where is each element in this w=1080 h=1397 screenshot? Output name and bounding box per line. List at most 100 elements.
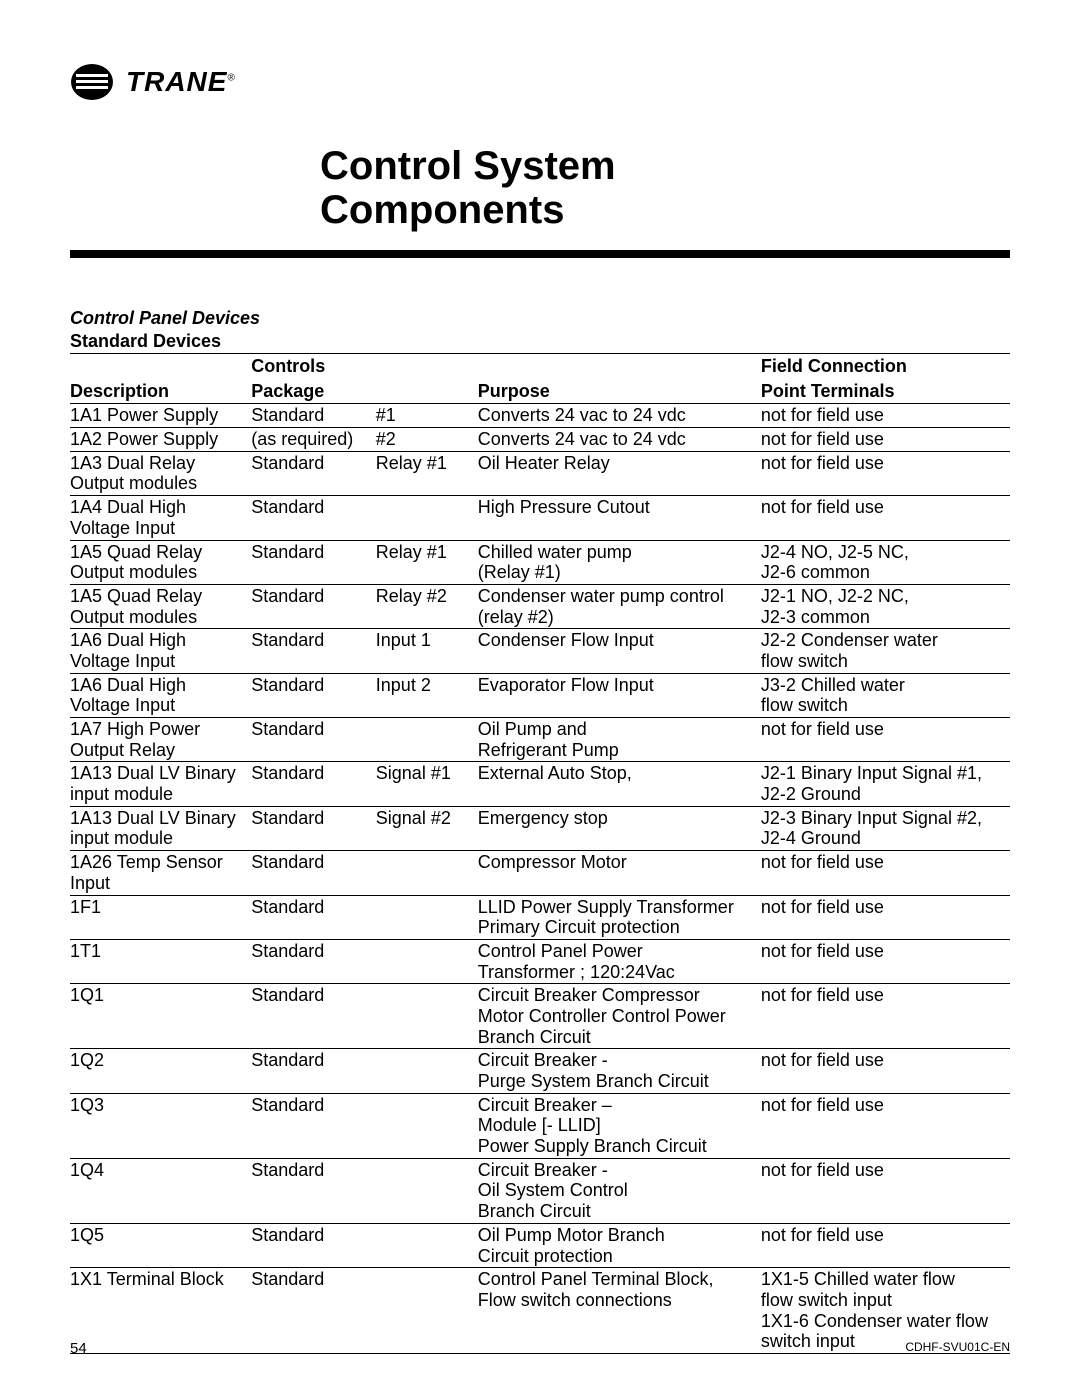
cell-package: Standard bbox=[251, 1049, 376, 1093]
cell-purpose: Condenser Flow Input bbox=[478, 629, 761, 673]
devices-table: Controls Field Connection Description Pa… bbox=[70, 354, 1010, 1354]
th-blank bbox=[70, 354, 251, 379]
th-field-connection: Field Connection bbox=[761, 354, 1010, 379]
cell-package: Standard bbox=[251, 496, 376, 540]
cell-field: not for field use bbox=[761, 718, 1010, 762]
cell-purpose: Condenser water pump control(relay #2) bbox=[478, 584, 761, 628]
table-row: 1Q4Standard Circuit Breaker -Oil System C… bbox=[70, 1158, 1010, 1223]
cell-package: Standard bbox=[251, 1158, 376, 1223]
cell-sub bbox=[376, 1158, 478, 1223]
cell-field: J2-1 NO, J2-2 NC,J2-3 common bbox=[761, 584, 1010, 628]
cell-package: Standard bbox=[251, 806, 376, 850]
cell-package: Standard bbox=[251, 895, 376, 939]
cell-sub bbox=[376, 984, 478, 1049]
th-point-terminals: Point Terminals bbox=[761, 379, 1010, 404]
cell-field: not for field use bbox=[761, 1093, 1010, 1158]
registered-mark: ® bbox=[227, 73, 235, 84]
cell-sub: Input 2 bbox=[376, 673, 478, 717]
sub-section-label: Standard Devices bbox=[70, 331, 1010, 354]
cell-sub bbox=[376, 895, 478, 939]
table-row: 1A2 Power Supply(as required)#2Converts … bbox=[70, 428, 1010, 452]
cell-package: Standard bbox=[251, 404, 376, 428]
cell-sub bbox=[376, 1093, 478, 1158]
cell-package: Standard bbox=[251, 1223, 376, 1267]
cell-description: 1A13 Dual LV Binaryinput module bbox=[70, 806, 251, 850]
cell-description: 1Q1 bbox=[70, 984, 251, 1049]
table-row: 1A5 Quad RelayOutput modulesStandardRela… bbox=[70, 584, 1010, 628]
cell-purpose: Oil Pump andRefrigerant Pump bbox=[478, 718, 761, 762]
cell-description: 1A13 Dual LV Binaryinput module bbox=[70, 762, 251, 806]
cell-purpose: Control Panel PowerTransformer ; 120:24V… bbox=[478, 939, 761, 983]
cell-package: Standard bbox=[251, 1093, 376, 1158]
table-row: 1T1Standard Control Panel PowerTransforme… bbox=[70, 939, 1010, 983]
th-purpose: Purpose bbox=[478, 379, 761, 404]
cell-field: not for field use bbox=[761, 1223, 1010, 1267]
page-number: 54 bbox=[70, 1340, 87, 1357]
page-footer: 54 CDHF-SVU01C-EN bbox=[70, 1340, 1010, 1357]
cell-field: J2-2 Condenser waterflow switch bbox=[761, 629, 1010, 673]
th-controls: Controls bbox=[251, 354, 376, 379]
cell-purpose: Oil Pump Motor BranchCircuit protection bbox=[478, 1223, 761, 1267]
cell-purpose: Circuit Breaker CompressorMotor Controll… bbox=[478, 984, 761, 1049]
cell-package: Standard bbox=[251, 762, 376, 806]
cell-package: Standard bbox=[251, 851, 376, 895]
cell-purpose: Circuit Breaker -Purge System Branch Cir… bbox=[478, 1049, 761, 1093]
cell-field: not for field use bbox=[761, 496, 1010, 540]
cell-package: Standard bbox=[251, 984, 376, 1049]
page-title: Control System Components bbox=[320, 144, 1010, 232]
cell-field: J3-2 Chilled waterflow switch bbox=[761, 673, 1010, 717]
cell-purpose: External Auto Stop, bbox=[478, 762, 761, 806]
cell-sub: Relay #2 bbox=[376, 584, 478, 628]
page: TRANE® Control System Components Control… bbox=[0, 0, 1080, 1394]
cell-package: Standard bbox=[251, 540, 376, 584]
cell-field: not for field use bbox=[761, 404, 1010, 428]
cell-sub bbox=[376, 1049, 478, 1093]
cell-purpose: Oil Heater Relay bbox=[478, 451, 761, 495]
cell-package: Standard bbox=[251, 629, 376, 673]
cell-description: 1A6 Dual HighVoltage Input bbox=[70, 629, 251, 673]
cell-description: 1Q4 bbox=[70, 1158, 251, 1223]
cell-sub: #2 bbox=[376, 428, 478, 452]
table-row: 1Q5Standard Oil Pump Motor BranchCircuit … bbox=[70, 1223, 1010, 1267]
cell-description: 1A5 Quad RelayOutput modules bbox=[70, 540, 251, 584]
cell-sub: Signal #2 bbox=[376, 806, 478, 850]
th-package: Package bbox=[251, 379, 376, 404]
cell-package: Standard bbox=[251, 939, 376, 983]
cell-purpose: Circuit Breaker -Oil System ControlBranc… bbox=[478, 1158, 761, 1223]
title-line-1: Control System bbox=[320, 144, 1010, 188]
brand-name: TRANE® bbox=[126, 66, 236, 98]
cell-package: (as required) bbox=[251, 428, 376, 452]
table-row: 1Q1Standard Circuit Breaker CompressorMot… bbox=[70, 984, 1010, 1049]
cell-description: 1Q5 bbox=[70, 1223, 251, 1267]
cell-purpose: Emergency stop bbox=[478, 806, 761, 850]
cell-purpose: Converts 24 vac to 24 vdc bbox=[478, 404, 761, 428]
cell-description: 1T1 bbox=[70, 939, 251, 983]
cell-package: Standard bbox=[251, 673, 376, 717]
cell-description: 1A6 Dual HighVoltage Input bbox=[70, 673, 251, 717]
cell-description: 1A26 Temp SensorInput bbox=[70, 851, 251, 895]
document-id: CDHF-SVU01C-EN bbox=[905, 1340, 1010, 1357]
cell-field: not for field use bbox=[761, 984, 1010, 1049]
cell-sub: Signal #1 bbox=[376, 762, 478, 806]
cell-purpose: Evaporator Flow Input bbox=[478, 673, 761, 717]
cell-description: 1A4 Dual HighVoltage Input bbox=[70, 496, 251, 540]
cell-sub: Relay #1 bbox=[376, 451, 478, 495]
table-row: 1A6 Dual HighVoltage InputStandardInput … bbox=[70, 629, 1010, 673]
table-row: 1A4 Dual HighVoltage InputStandardHigh P… bbox=[70, 496, 1010, 540]
section-label: Control Panel Devices bbox=[70, 308, 1010, 329]
table-row: 1A26 Temp SensorInputStandardCompressor … bbox=[70, 851, 1010, 895]
cell-field: not for field use bbox=[761, 428, 1010, 452]
cell-package: Standard bbox=[251, 451, 376, 495]
cell-purpose: Circuit Breaker –Module [- LLID]Power Su… bbox=[478, 1093, 761, 1158]
cell-field: J2-1 Binary Input Signal #1,J2-2 Ground bbox=[761, 762, 1010, 806]
cell-purpose: Converts 24 vac to 24 vdc bbox=[478, 428, 761, 452]
table-row: 1Q3Standard Circuit Breaker –Module [- LL… bbox=[70, 1093, 1010, 1158]
trane-logo-icon bbox=[70, 60, 114, 104]
cell-description: 1A1 Power Supply bbox=[70, 404, 251, 428]
cell-description: 1Q3 bbox=[70, 1093, 251, 1158]
cell-field: J2-3 Binary Input Signal #2,J2-4 Ground bbox=[761, 806, 1010, 850]
cell-description: 1F1 bbox=[70, 895, 251, 939]
brand-logo: TRANE® bbox=[70, 60, 1010, 104]
table-row: 1A13 Dual LV Binaryinput moduleStandardS… bbox=[70, 806, 1010, 850]
cell-package: Standard bbox=[251, 718, 376, 762]
